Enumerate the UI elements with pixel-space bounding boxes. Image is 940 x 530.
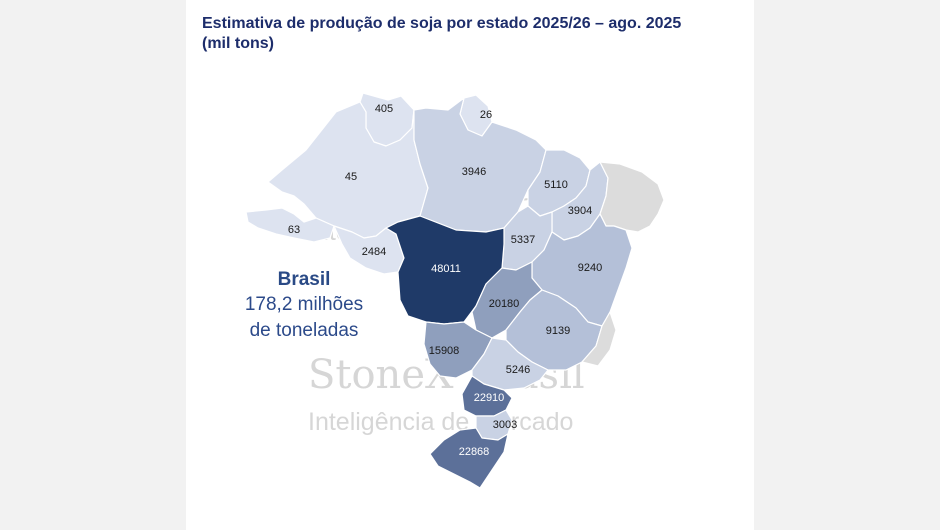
label-bahia: 9240 <box>578 262 602 274</box>
state-sao-paulo <box>471 337 549 391</box>
chart-card: Estimativa de produção de soja por estad… <box>186 0 754 530</box>
label-amapa: 26 <box>480 109 492 121</box>
state-sudeste-no-data <box>581 311 617 367</box>
label-rondonia: 2484 <box>362 246 386 258</box>
national-total-value: 178,2 milhões <box>244 294 364 315</box>
watermark-subtitle-bottom: Inteligência de Mercado <box>308 408 573 436</box>
label-amazonas: 45 <box>345 171 357 183</box>
label-minas-gerais: 9139 <box>546 325 570 337</box>
label-maranhao: 5110 <box>544 179 568 191</box>
national-total-unit: de toneladas <box>249 320 359 341</box>
label-mato-grosso-do-sul: 15908 <box>429 345 460 357</box>
national-total: Brasil 178,2 milhões de toneladas <box>206 268 402 344</box>
label-santa-catarina: 3003 <box>493 419 517 431</box>
map-title: Estimativa de produção de soja por estad… <box>202 14 742 54</box>
label-acre: 63 <box>288 224 300 236</box>
state-acre <box>245 207 335 243</box>
label-tocantins: 5337 <box>511 234 535 246</box>
state-labels: 405 26 45 3946 5110 3904 63 2484 5337 48… <box>288 103 602 458</box>
label-goias: 20180 <box>489 298 520 310</box>
label-rio-grande-do-sul: 22868 <box>459 446 490 458</box>
label-roraima: 405 <box>375 103 393 115</box>
brazil-map: StoneX Brasil Inteligência de Mercado St… <box>245 92 665 489</box>
national-total-country: Brasil <box>277 269 331 290</box>
state-rio-grande-do-sul <box>429 427 509 489</box>
label-parana: 22910 <box>474 392 505 404</box>
state-minas-gerais <box>505 289 603 371</box>
map-title-line2: (mil tons) <box>202 35 274 52</box>
label-piaui: 3904 <box>568 205 592 217</box>
state-nordeste-no-data <box>599 161 665 233</box>
label-sao-paulo: 5246 <box>506 364 530 376</box>
map-title-line1: Estimativa de produção de soja por estad… <box>202 15 682 32</box>
label-para: 3946 <box>462 166 486 178</box>
label-mato-grosso: 48011 <box>431 263 461 275</box>
